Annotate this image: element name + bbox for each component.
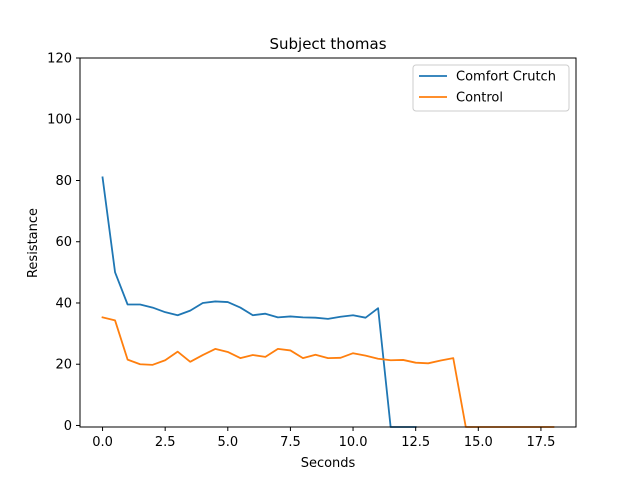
plot-frame — [79, 57, 577, 428]
x-tick-label: 12.5 — [401, 435, 430, 450]
x-tick-label: 5.0 — [217, 435, 238, 450]
legend: Comfort Crutch Control — [412, 64, 570, 112]
y-tick-label: 100 — [47, 113, 72, 128]
x-axis-label: Seconds — [301, 456, 356, 471]
y-tick-label: 20 — [55, 358, 72, 373]
legend-label-1: Control — [456, 91, 503, 106]
y-axis-label: Resistance — [26, 208, 41, 278]
x-tick-label: 0.0 — [92, 435, 113, 450]
legend-box — [412, 64, 570, 112]
y-tick-label: 80 — [55, 174, 72, 189]
x-tick-label: 7.5 — [280, 435, 301, 450]
series-line-1 — [101, 316, 555, 428]
plot-area: 0.0 2.5 5.0 7.5 10.0 12.5 15.0 17.5 0 20 40 60 80 100… — [47, 52, 577, 450]
y-tick-label: 0 — [64, 419, 72, 434]
chart-title: Subject thomas — [269, 35, 386, 53]
y-tick-label: 120 — [47, 52, 72, 67]
x-tick-label: 2.5 — [155, 435, 176, 450]
series-line-0 — [101, 176, 417, 428]
x-tick-label: 10.0 — [339, 435, 368, 450]
y-tick-label: 60 — [55, 235, 72, 250]
x-tick-label: 17.5 — [526, 435, 555, 450]
legend-label-0: Comfort Crutch — [456, 70, 556, 85]
y-tick-label: 40 — [55, 296, 72, 311]
x-tick-label: 15.0 — [464, 435, 493, 450]
